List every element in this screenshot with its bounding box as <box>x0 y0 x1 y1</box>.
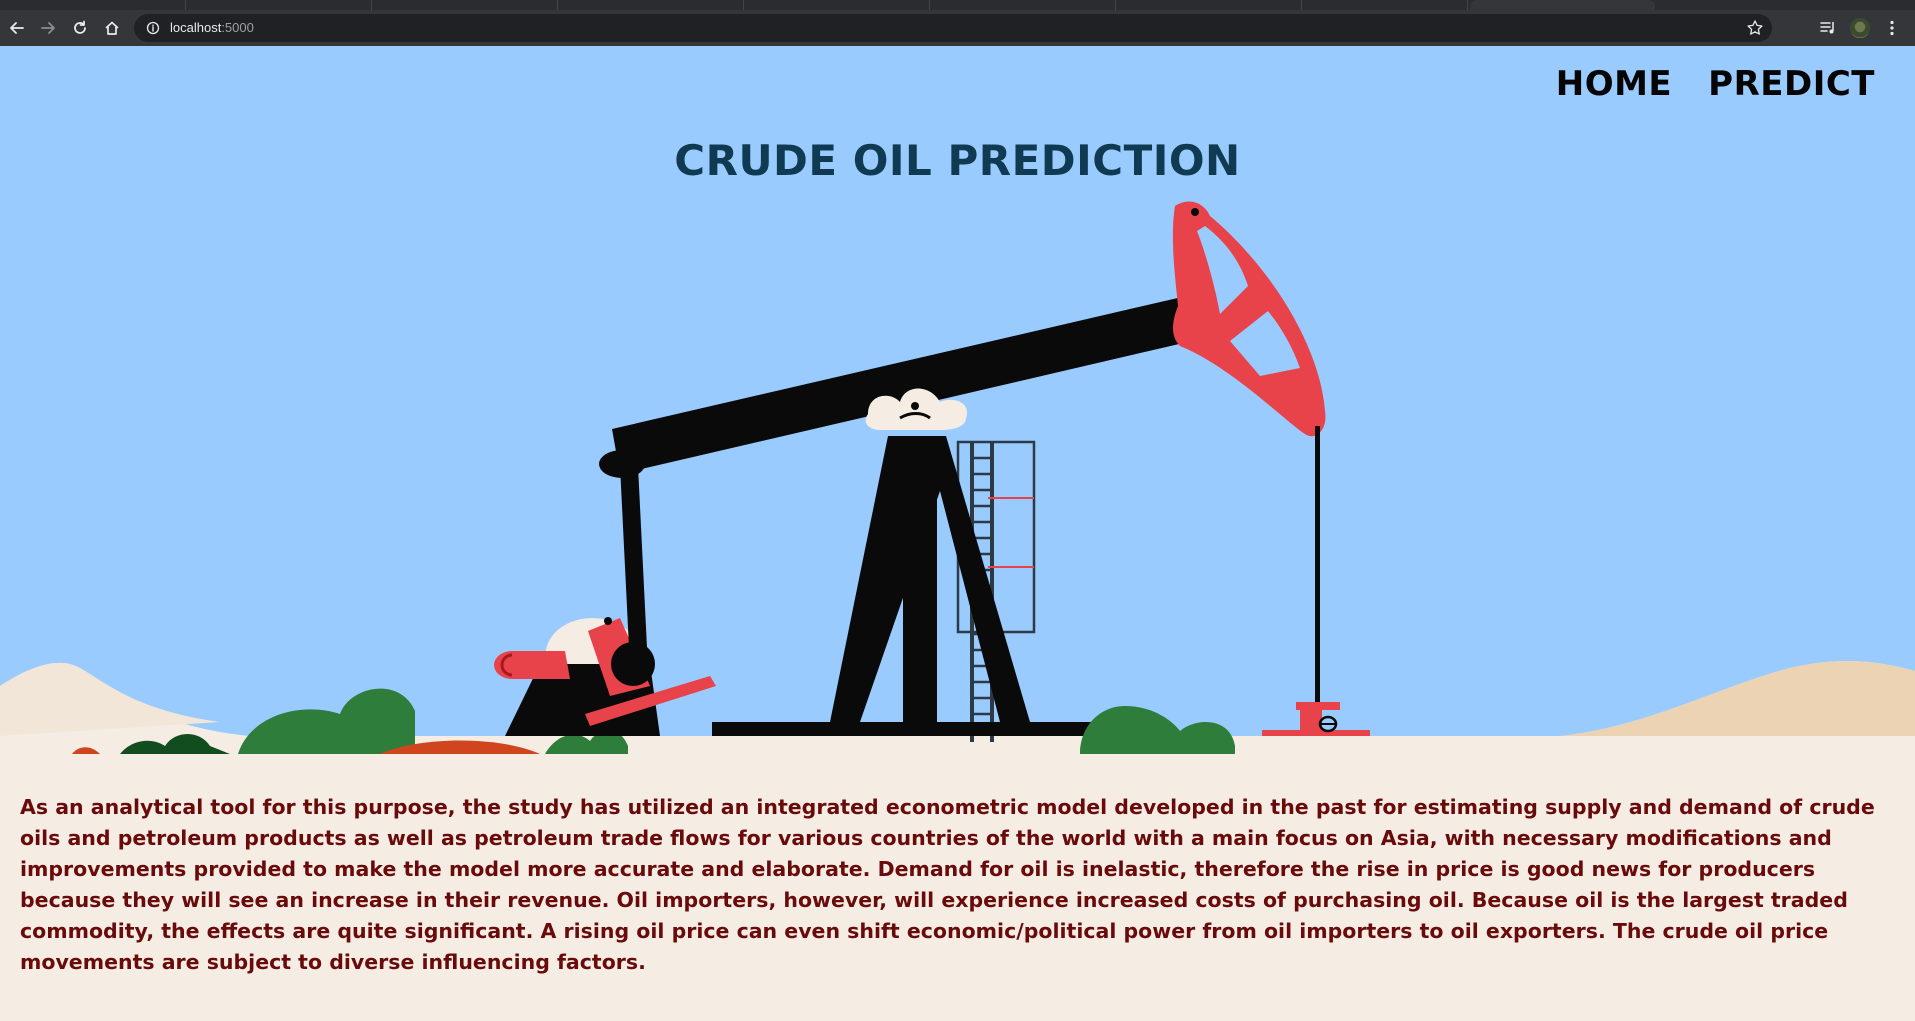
browser-chrome: localhost:5000 <box>0 0 1915 46</box>
forward-button[interactable] <box>34 14 62 42</box>
active-browser-tab[interactable] <box>1470 0 1655 10</box>
nav-home-link[interactable]: HOME <box>1555 64 1673 104</box>
browser-tab[interactable] <box>186 0 372 10</box>
back-button[interactable] <box>3 14 31 42</box>
oil-pumpjack-illustration <box>0 201 1915 754</box>
page-title: CRUDE OIL PREDICTION <box>674 136 1241 185</box>
browser-tab[interactable] <box>1302 0 1468 10</box>
kebab-menu-icon <box>1890 20 1894 36</box>
reload-button[interactable] <box>66 14 94 42</box>
home-icon <box>105 21 119 35</box>
browser-tab[interactable] <box>930 0 1116 10</box>
info-icon[interactable] <box>146 21 160 35</box>
media-control-button[interactable] <box>1814 14 1842 42</box>
forward-arrow-icon <box>41 22 55 34</box>
tab-strip <box>0 0 1915 10</box>
browser-tab[interactable] <box>558 0 744 10</box>
profile-button[interactable] <box>1846 14 1874 42</box>
media-control-icon <box>1820 22 1834 34</box>
url-port: :5000 <box>221 20 254 35</box>
star-icon[interactable] <box>1746 19 1764 37</box>
description-paragraph: As an analytical tool for this purpose, … <box>20 795 1875 974</box>
home-button[interactable] <box>98 14 126 42</box>
web-page: HOME PREDICT CRUDE OIL PREDICTION As an … <box>0 46 1915 1021</box>
url-host: localhost <box>170 20 222 35</box>
browser-toolbar: localhost:5000 <box>0 10 1915 46</box>
browser-tab[interactable] <box>372 0 558 10</box>
address-bar[interactable]: localhost:5000 <box>134 14 1772 42</box>
nav-predict-link[interactable]: PREDICT <box>1708 64 1875 104</box>
profile-avatar <box>1850 18 1870 38</box>
browser-tab[interactable] <box>1116 0 1302 10</box>
browser-tab[interactable] <box>744 0 930 10</box>
main-nav: HOME PREDICT <box>1556 64 1875 104</box>
back-arrow-icon <box>10 22 24 34</box>
browser-tab[interactable] <box>0 0 186 10</box>
url-text[interactable]: localhost:5000 <box>170 19 254 37</box>
reload-icon <box>74 20 86 34</box>
browser-menu-button[interactable] <box>1878 14 1906 42</box>
hero-section: HOME PREDICT CRUDE OIL PREDICTION <box>0 46 1915 754</box>
